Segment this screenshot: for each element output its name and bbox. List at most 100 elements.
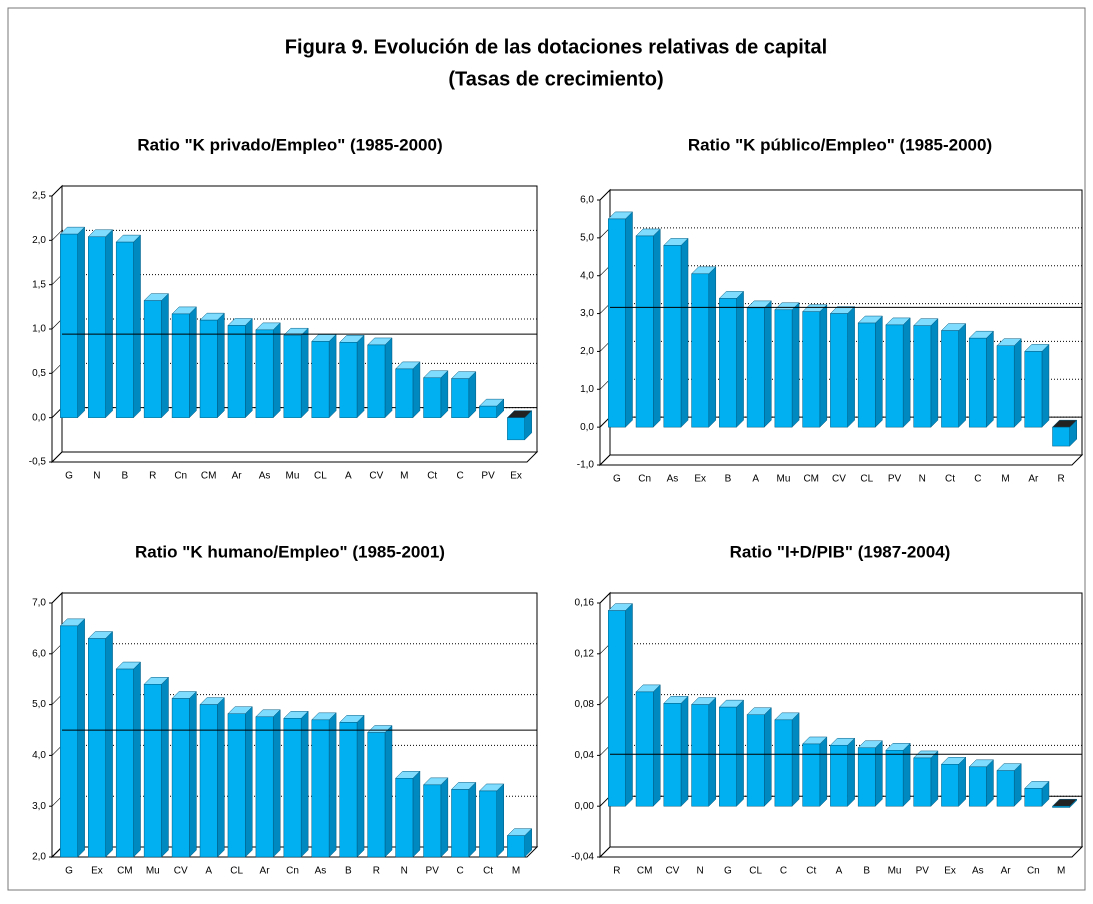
- bar: [255, 709, 281, 858]
- x-tick-label: A: [345, 471, 352, 482]
- bar: [635, 684, 661, 807]
- bar: [774, 712, 800, 807]
- y-tick-label: -1,0: [577, 460, 595, 471]
- bar-front: [885, 750, 904, 807]
- bar-side: [1013, 763, 1022, 807]
- bar: [718, 290, 745, 428]
- x-tick-label: CV: [369, 471, 383, 482]
- bar-side: [189, 306, 197, 419]
- bar: [829, 305, 856, 428]
- bar-side: [764, 300, 772, 428]
- x-tick-label: C: [457, 866, 464, 877]
- bar-front: [451, 789, 470, 858]
- bar-front: [255, 329, 274, 418]
- chart-title: Ratio "I+D/PIB" (1987-2004): [730, 542, 951, 561]
- bar: [968, 759, 995, 807]
- bar-side: [986, 759, 994, 807]
- bar: [87, 229, 114, 419]
- bar: [607, 603, 634, 807]
- y-tick-label: 3,0: [580, 308, 594, 319]
- y-tick-label: 2,0: [32, 235, 46, 246]
- x-tick-label: A: [205, 866, 212, 877]
- x-tick-label: Cn: [286, 866, 299, 877]
- bar-front: [608, 218, 626, 428]
- bar: [1051, 419, 1078, 447]
- x-tick-label: Cn: [174, 471, 187, 482]
- bar-side: [440, 370, 449, 419]
- y-tick-label: 0,08: [575, 699, 595, 710]
- bar-front: [115, 241, 134, 418]
- x-tick-label: PV: [888, 474, 902, 485]
- bar-side: [384, 337, 393, 419]
- bar-front: [746, 307, 765, 428]
- bar: [311, 712, 337, 858]
- bar-side: [468, 371, 477, 419]
- bar-front: [635, 691, 654, 807]
- bar: [940, 756, 967, 807]
- y-tick-label: 1,0: [580, 384, 594, 395]
- bar: [59, 226, 86, 419]
- bar: [227, 706, 253, 858]
- x-tick-label: CV: [832, 474, 846, 485]
- x-tick-label: Ar: [1001, 866, 1012, 877]
- bar-front: [367, 732, 386, 858]
- x-tick-label: M: [512, 866, 520, 877]
- bar-front: [941, 330, 959, 428]
- x-tick-label: CV: [665, 866, 679, 877]
- x-tick-label: CM: [117, 866, 133, 877]
- x-tick-label: G: [65, 471, 73, 482]
- bar: [506, 828, 533, 858]
- bar-front: [311, 341, 330, 418]
- bar: [478, 783, 505, 858]
- bar-side: [625, 603, 633, 807]
- bar: [857, 315, 883, 428]
- x-tick-label: G: [613, 474, 621, 485]
- bar: [506, 410, 533, 441]
- bar-side: [272, 709, 281, 858]
- x-tick-label: Ex: [944, 866, 956, 877]
- bar-front: [996, 345, 1015, 428]
- y-tick-label: 1,0: [32, 324, 46, 335]
- x-tick-label: M: [400, 471, 408, 482]
- grid-line: [51, 230, 63, 241]
- x-tick-label: Ct: [483, 866, 493, 877]
- bar-side: [133, 234, 141, 419]
- bar-front: [857, 747, 876, 807]
- x-tick-label: Ex: [510, 471, 522, 482]
- x-tick-label: G: [65, 866, 73, 877]
- bar: [339, 714, 365, 858]
- bar-front: [423, 377, 442, 418]
- y-tick-label: 0,12: [575, 648, 595, 659]
- x-tick-label: Mu: [286, 471, 300, 482]
- bar-front: [171, 313, 190, 418]
- bar: [940, 323, 967, 428]
- y-tick-label: 0,0: [580, 422, 594, 433]
- x-tick-label: PV: [916, 866, 930, 877]
- bar: [996, 338, 1022, 428]
- bar-front: [283, 334, 302, 418]
- bar: [996, 763, 1022, 807]
- figure-subtitle: (Tasas de crecimiento): [448, 68, 663, 90]
- x-tick-label: As: [259, 471, 271, 482]
- bar: [746, 707, 772, 807]
- bar-front: [913, 757, 932, 807]
- bar-front: [885, 324, 904, 428]
- y-tick-label: 0,5: [32, 368, 46, 379]
- x-tick-label: Ar: [1028, 474, 1039, 485]
- bar: [171, 306, 198, 419]
- x-tick-label: A: [752, 474, 759, 485]
- bar-front: [367, 344, 386, 418]
- bar-front: [88, 638, 106, 858]
- bar: [885, 742, 911, 807]
- bar-front: [996, 770, 1015, 807]
- bar: [607, 211, 634, 428]
- x-tick-label: B: [122, 471, 129, 482]
- bar-side: [300, 327, 309, 419]
- x-tick-label: Ar: [232, 471, 243, 482]
- bar-side: [77, 226, 85, 419]
- bar-front: [143, 300, 162, 418]
- bar-side: [272, 322, 281, 419]
- y-tick-label: 3,0: [32, 801, 46, 812]
